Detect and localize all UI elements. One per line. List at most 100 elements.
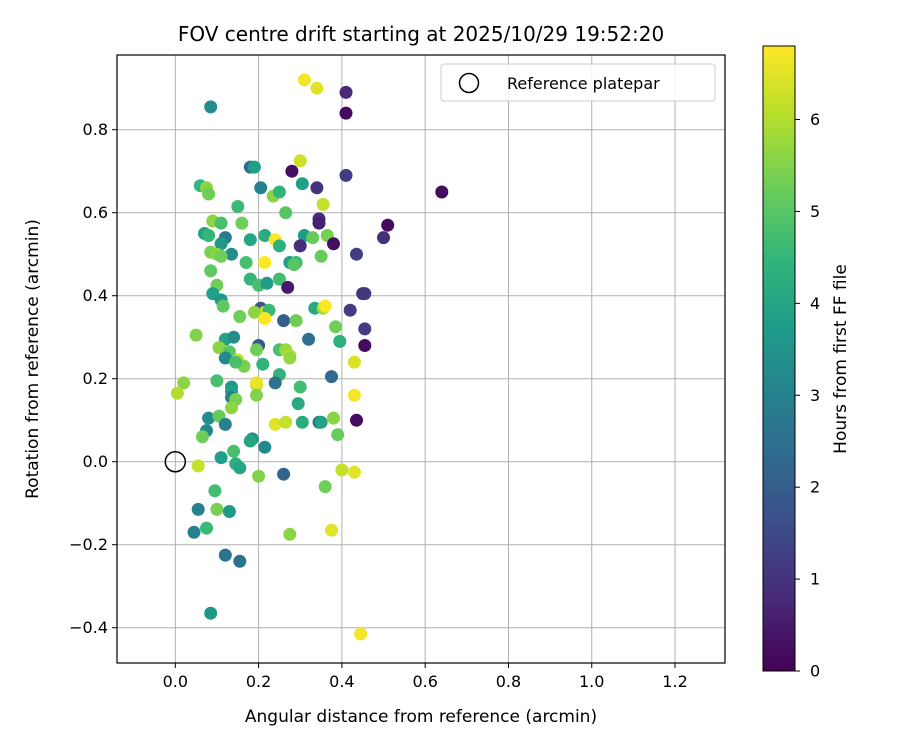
data-point — [343, 303, 357, 317]
y-tick-label: 0.6 — [83, 203, 108, 222]
data-point — [335, 463, 349, 477]
data-point — [293, 154, 307, 168]
data-point — [260, 276, 274, 290]
data-point — [297, 73, 311, 87]
data-point — [302, 332, 316, 346]
data-point — [377, 231, 390, 245]
colorbar-tick-label: 4 — [810, 294, 820, 313]
data-point — [214, 451, 228, 465]
data-point — [295, 177, 309, 191]
data-point — [289, 314, 303, 328]
data-point — [339, 106, 353, 120]
data-point — [329, 320, 343, 334]
data-point — [268, 376, 282, 390]
reference-platepar-marker — [164, 450, 187, 473]
data-point — [243, 233, 257, 247]
data-point — [258, 256, 272, 269]
plot-frame — [116, 54, 726, 664]
colorbar-tick-label: 0 — [810, 662, 820, 681]
data-point — [258, 229, 272, 242]
legend-label: Reference platepar — [507, 74, 660, 93]
data-point — [191, 502, 205, 516]
data-point — [293, 380, 307, 394]
data-point — [187, 525, 201, 539]
y-axis-label: Rotation from reference (arcmin) — [23, 219, 43, 499]
colorbar-tick-label: 6 — [810, 110, 820, 129]
data-point — [218, 548, 232, 562]
data-point — [254, 181, 268, 195]
data-point — [358, 339, 372, 352]
data-point — [243, 434, 257, 448]
data-point — [177, 376, 191, 390]
data-point — [235, 216, 249, 230]
reference-marker-layer — [164, 450, 187, 473]
x-tick-label: 0.2 — [246, 672, 271, 691]
data-point — [381, 218, 395, 232]
data-point — [214, 216, 228, 230]
x-tick-label: 0.8 — [496, 672, 521, 691]
data-point — [214, 237, 228, 251]
y-tick-label: −0.2 — [69, 535, 108, 554]
data-point — [247, 160, 261, 174]
data-point — [191, 459, 205, 473]
data-point — [210, 502, 224, 516]
data-point — [277, 467, 291, 481]
data-point — [281, 280, 295, 294]
data-point — [258, 312, 272, 325]
y-tick-label: 0.0 — [83, 452, 108, 471]
colorbar-gradient — [762, 45, 796, 672]
data-point — [204, 100, 218, 114]
data-point — [314, 415, 328, 429]
data-point — [295, 415, 309, 429]
data-point — [216, 299, 230, 313]
data-point — [435, 185, 449, 199]
plot-area — [117, 55, 725, 663]
data-point — [339, 85, 353, 99]
data-point — [229, 355, 243, 369]
data-point — [272, 272, 286, 286]
data-point — [347, 388, 361, 402]
colorbar: 0 1 2 3 4 5 6 Hours from first FF file — [762, 45, 851, 681]
data-point — [208, 484, 222, 498]
data-points — [170, 73, 449, 641]
data-point — [331, 428, 345, 442]
data-point — [202, 229, 216, 242]
data-point — [204, 264, 218, 278]
data-point — [252, 469, 266, 483]
data-point — [218, 351, 232, 365]
y-tick-label: −0.4 — [69, 618, 108, 637]
colorbar-tick-label: 2 — [810, 478, 820, 497]
data-point — [327, 411, 340, 425]
data-point — [350, 413, 363, 427]
data-point — [327, 237, 340, 251]
data-point — [354, 627, 368, 641]
y-tick-label: 0.4 — [83, 286, 108, 305]
data-point — [210, 374, 224, 388]
data-point — [350, 247, 363, 261]
data-point — [214, 249, 228, 263]
data-point — [316, 197, 330, 211]
data-point — [225, 247, 238, 261]
colorbar-tick-label: 3 — [810, 386, 820, 405]
y-tick-label: 0.8 — [83, 120, 108, 139]
data-point — [247, 305, 261, 319]
data-point — [318, 299, 332, 313]
data-point — [200, 521, 213, 535]
data-point — [250, 376, 263, 390]
data-point — [293, 239, 307, 253]
data-point — [189, 328, 203, 342]
x-tick-label: 0.6 — [412, 672, 437, 691]
data-point — [204, 606, 218, 620]
y-tick-label: 0.2 — [83, 369, 108, 388]
data-point — [202, 187, 216, 201]
data-point — [306, 231, 320, 245]
legend: Reference platepar — [440, 63, 716, 102]
data-point — [358, 322, 372, 336]
data-point — [258, 440, 272, 454]
data-point — [250, 388, 263, 402]
data-point — [256, 357, 270, 371]
x-axis-label: Angular distance from reference (arcmin) — [245, 707, 597, 727]
legend-box — [440, 63, 716, 102]
data-point — [277, 314, 291, 328]
colorbar-ticks: 0 1 2 3 4 5 6 — [795, 110, 820, 681]
